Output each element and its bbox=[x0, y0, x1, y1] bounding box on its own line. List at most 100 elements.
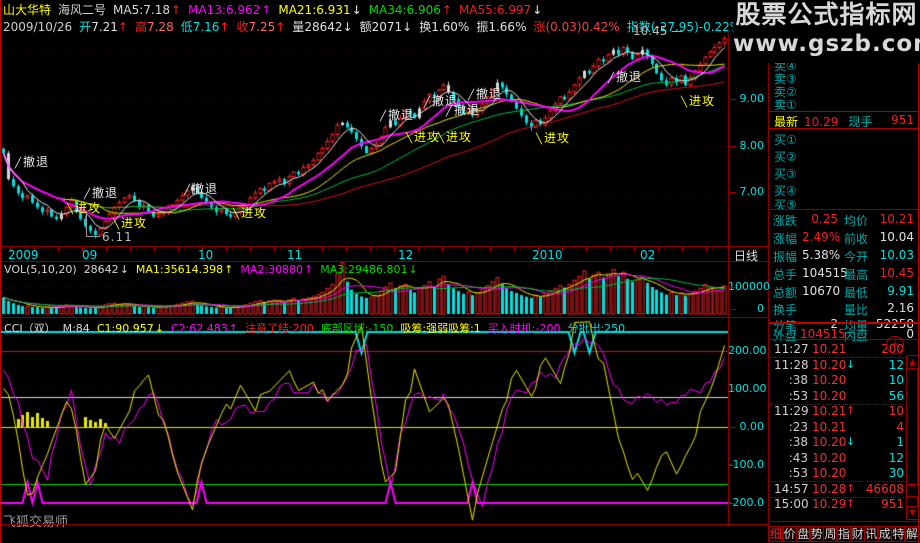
axis-tick bbox=[322, 247, 323, 251]
stat-value: 2 bbox=[830, 317, 838, 331]
bottom-tab-10[interactable]: 特 bbox=[891, 526, 906, 542]
ma-item: MA13:6.962↑ bbox=[188, 3, 272, 17]
bottom-tab-3[interactable]: 盘 bbox=[796, 526, 811, 542]
axis-tick bbox=[466, 247, 467, 251]
ask-level-row[interactable]: 卖② bbox=[770, 83, 918, 99]
tape-row[interactable]: :38 10.20 10 bbox=[770, 373, 906, 388]
cci-header-item: M:84 bbox=[62, 322, 90, 335]
candlestick-chart[interactable] bbox=[0, 33, 728, 247]
quote-item: 指数(-27.95)-0.22% bbox=[627, 20, 742, 34]
tape-direction-arrow-icon: ↑ bbox=[846, 404, 856, 417]
retreat-signal-label: ╱撤退 bbox=[84, 186, 119, 200]
bid-level-row[interactable]: 买② bbox=[770, 148, 918, 164]
window-right-border bbox=[918, 0, 919, 543]
period-label[interactable]: 日线 bbox=[734, 249, 759, 263]
tape-direction-arrow-icon: ↑ bbox=[846, 481, 856, 495]
bottom-tab-7[interactable]: 财 bbox=[850, 526, 865, 542]
quote-item: 涨(0.03)0.42% bbox=[533, 20, 619, 34]
bottom-tab-8[interactable]: 讯 bbox=[864, 526, 879, 542]
ma-item-arrow: ↓ bbox=[532, 3, 543, 17]
quote-item-arrow: ↑ bbox=[117, 20, 128, 34]
formula-name: 海风二号 bbox=[58, 3, 107, 17]
quote-item-value: 7.25 bbox=[248, 20, 276, 34]
quote-item-value: 1.60% bbox=[431, 20, 470, 34]
axis-tick bbox=[106, 247, 107, 251]
crosshair-icon[interactable]: + bbox=[886, 336, 904, 354]
tape-price: 10.21 bbox=[812, 419, 847, 434]
cci-header-item: 吸筹:强弱吸筹:1 bbox=[400, 322, 481, 335]
axis-tick bbox=[178, 247, 179, 251]
tape-row[interactable]: :38 10.20 ↓ 1 bbox=[770, 435, 906, 450]
bottom-tab-11[interactable]: 解 bbox=[905, 526, 919, 542]
attack-signal-label: ╲进攻 bbox=[681, 94, 716, 108]
tape-volume: 46608 bbox=[865, 481, 904, 496]
tape-row[interactable]: :23 10.21 4 bbox=[770, 420, 906, 435]
tape-time: :38 bbox=[788, 373, 808, 387]
current-volume-value: 951 bbox=[891, 113, 914, 127]
tape-row[interactable]: 11:29 10.21 ↑ 10 bbox=[770, 404, 906, 419]
bid-level-row[interactable]: 买⑤ bbox=[770, 196, 918, 212]
site-watermark: 股票公式指标网 www.gszb.com bbox=[733, 0, 920, 63]
stat-label: 涨跌 bbox=[773, 214, 798, 228]
scrollbar-track[interactable] bbox=[906, 368, 907, 518]
axis-price-label: 100000 bbox=[728, 280, 770, 293]
scroll-up-icon[interactable]: ▲ bbox=[906, 355, 919, 369]
tape-row[interactable]: :53 10.20 30 bbox=[770, 466, 906, 482]
quote-date: 2009/10/26 bbox=[3, 20, 73, 34]
window-left-border bbox=[0, 0, 1, 543]
stat-value: 2.16 bbox=[887, 301, 914, 315]
scroll-down-icon[interactable]: ▼ bbox=[906, 506, 919, 520]
bid-level-row[interactable]: 买① bbox=[770, 131, 918, 147]
pointer-line-icon: ╲ bbox=[67, 204, 75, 215]
quote-item: 收7.25↑ bbox=[237, 20, 286, 34]
tape-time: 11:28 bbox=[774, 357, 809, 372]
axis-tick bbox=[730, 427, 736, 428]
axis-tick bbox=[370, 247, 371, 251]
tape-row[interactable]: :43 10.20 12 bbox=[770, 451, 906, 466]
tape-row[interactable]: :53 10.20 56 bbox=[770, 389, 906, 405]
axis-tick bbox=[730, 287, 736, 288]
axis-tick bbox=[58, 247, 59, 251]
header-row-1: 山大华特 海风二号 MA5:7.18↑ MA13:6.962↑ MA21:6.931↓ M… bbox=[3, 1, 556, 18]
outer-volume-value: 104515 bbox=[800, 327, 846, 341]
axis-tick bbox=[442, 247, 443, 251]
axis-tick bbox=[706, 247, 707, 251]
attack-signal-label: ╲进攻 bbox=[438, 130, 473, 144]
quote-item-label: 振 bbox=[476, 20, 489, 34]
stat-value: 10.03 bbox=[879, 248, 914, 262]
tape-direction-arrow-icon: ↑ bbox=[846, 497, 856, 510]
stat-label: 最低 bbox=[844, 286, 869, 300]
stat-label: 量比 bbox=[844, 303, 869, 317]
quote-item-label: 涨 bbox=[533, 20, 546, 34]
bid-level-row[interactable]: 买④ bbox=[770, 182, 918, 198]
stat-label: 最高 bbox=[844, 268, 869, 282]
pointer-line-icon: ╲ bbox=[438, 133, 446, 144]
pointer-line-icon: ╱ bbox=[84, 189, 92, 200]
pan-row-border bbox=[769, 322, 918, 324]
tape-volume: 951 bbox=[881, 497, 904, 511]
bottom-tab-4[interactable]: 势 bbox=[809, 526, 824, 542]
tape-row[interactable]: 15:00 10.29 ↑ 951 bbox=[770, 497, 906, 512]
volume-chart[interactable] bbox=[0, 262, 728, 317]
scrollbar-thumb[interactable]: ≡ bbox=[906, 483, 919, 497]
bottom-tab-5[interactable]: 周 bbox=[823, 526, 838, 542]
ask-level-row[interactable]: 卖① bbox=[770, 96, 918, 112]
bid-level-row[interactable]: 买③ bbox=[770, 165, 918, 181]
bid-level-label: 买① bbox=[774, 133, 797, 147]
tape-volume: 12 bbox=[888, 357, 904, 372]
low-price-pointer-line bbox=[86, 236, 100, 237]
tape-row[interactable]: 11:28 10.20 ↓ 12 bbox=[770, 358, 906, 373]
bottom-tab-1[interactable]: 细 bbox=[769, 526, 783, 542]
quote-item-label: 额 bbox=[359, 20, 372, 34]
tape-row[interactable]: 14:57 10.28 ↑ 46608 bbox=[770, 482, 906, 498]
bid-level-label: 买⑤ bbox=[774, 198, 797, 212]
bottom-tab-9[interactable]: 成 bbox=[877, 526, 892, 542]
tape-volume: 30 bbox=[888, 466, 904, 480]
tape-price: 10.29 bbox=[812, 497, 847, 511]
bottom-tab-6[interactable]: 指 bbox=[837, 526, 851, 542]
stat-value: 10.04 bbox=[879, 230, 914, 244]
stock-name[interactable]: 山大华特 bbox=[3, 3, 52, 17]
cci-indicator-chart[interactable] bbox=[0, 319, 728, 524]
bottom-tab-2[interactable]: 价 bbox=[782, 526, 797, 542]
ask-level-row[interactable]: 卖③ bbox=[770, 70, 918, 86]
